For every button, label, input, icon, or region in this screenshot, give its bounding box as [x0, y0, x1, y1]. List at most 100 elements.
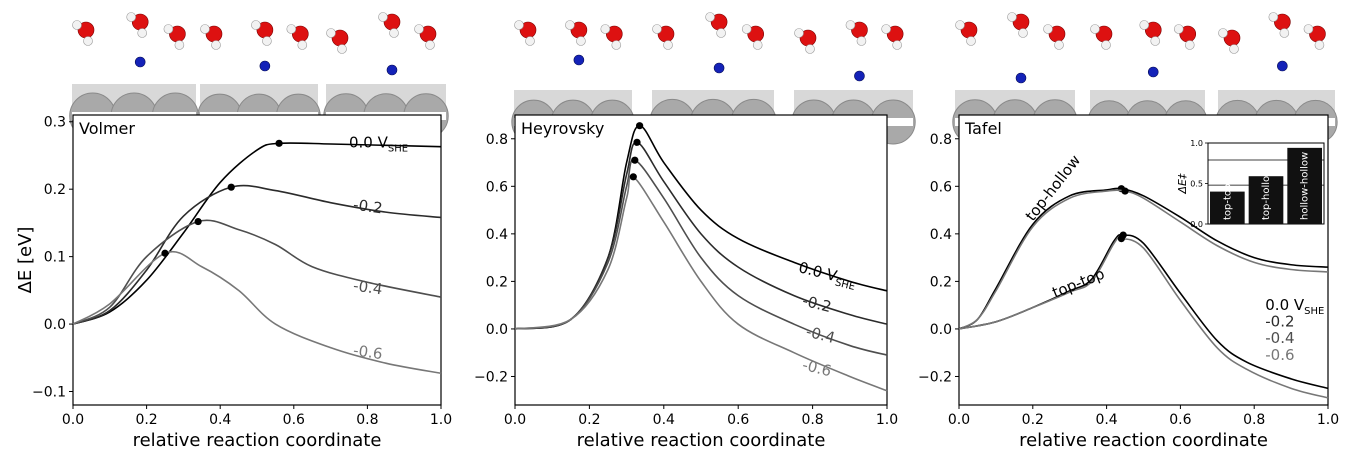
hydrogen-atom: [652, 24, 662, 34]
adsorbed-hydrogen-atom: [1147, 66, 1159, 78]
hydrogen-atom: [525, 36, 535, 46]
x-tick-label: 0.4: [1095, 412, 1117, 428]
panel-tafel: 0.0 0.2 0.4 0.6 0.8 1.0 −0.2 0.0 0.2 0.4 0.6 0.8 rel…: [918, 114, 1339, 451]
x-tick-label: 0.4: [209, 412, 231, 428]
transition-state-point: [636, 122, 644, 130]
transition-state-point: [161, 249, 169, 257]
water-molecule: [955, 20, 978, 46]
x-tick-label: 0.2: [135, 412, 157, 428]
inset-bar: [1210, 191, 1245, 224]
y-tick-label: 0.0: [44, 317, 66, 333]
transition-state-point: [194, 217, 202, 226]
water-molecule: [514, 20, 537, 46]
hydrogen-atom: [211, 40, 221, 50]
hydrogen-atom: [1229, 44, 1239, 54]
transition-state-point: [631, 156, 639, 164]
water-molecule: [1139, 20, 1162, 46]
water-molecule: [705, 12, 728, 38]
hydrogen-atom: [881, 24, 891, 34]
adsorbed-hydrogen-atom: [1015, 72, 1027, 84]
hydrogen-atom: [705, 12, 715, 22]
series-label: -0.2: [352, 196, 384, 218]
hydrogen-atom: [1303, 24, 1314, 34]
hydrogen-atom: [600, 24, 611, 34]
water-molecule: [200, 24, 223, 50]
hydrogen-atom: [1184, 40, 1195, 50]
y-tick-label: 0.3: [44, 115, 66, 131]
hydrogen-atom: [752, 40, 763, 50]
y-tick-label: 0.6: [930, 179, 952, 195]
y-tick-label: 0.2: [930, 274, 952, 290]
adsorbed-hydrogen-atom: [1277, 60, 1288, 72]
transition-state-point: [1121, 187, 1129, 195]
water-molecule: [72, 20, 95, 46]
hydrogen-atom: [174, 40, 185, 50]
transition-state-point: [629, 173, 637, 181]
hydrogen-atom: [83, 36, 93, 46]
potential-label: -0.4: [1265, 329, 1294, 347]
inset-y-tick-label: 0.0: [1190, 220, 1203, 229]
hydrogen-atom: [794, 28, 804, 38]
y-tick-label: 0.0: [930, 322, 952, 338]
hydrogen-atom: [1054, 40, 1064, 50]
water-molecule: [326, 28, 349, 54]
water-molecule: [378, 12, 401, 38]
water-molecule: [741, 24, 765, 50]
reaction-energy-panels: 0.0 0.2 0.4 0.6 0.8 1.0 −0.1 0.0 0.1 0.2 0.3 relati…: [15, 114, 1339, 451]
hydrogen-atom: [126, 12, 136, 22]
series-label: 0.0 VSHE: [349, 133, 408, 154]
hydrogen-atom: [163, 24, 174, 34]
hydrogen-atom: [1018, 28, 1028, 38]
hydrogen-atom: [286, 24, 297, 34]
hydrogen-atom: [326, 28, 336, 38]
y-tick-label: 0.0: [486, 322, 508, 338]
hydrogen-atom: [845, 20, 856, 30]
hydrogen-atom: [378, 12, 388, 22]
adsorbed-hydrogen-atom: [573, 54, 585, 66]
hydrogen-atom: [251, 20, 261, 30]
y-tick-label: 0.6: [486, 179, 508, 195]
x-tick-label: 0.6: [1169, 412, 1191, 428]
y-tick-label: 0.2: [486, 274, 508, 290]
y-tick-label: 0.8: [486, 132, 508, 148]
hydrogen-atom: [1007, 12, 1017, 22]
y-tick-label: 0.2: [44, 182, 66, 198]
x-tick-label: 0.8: [1243, 412, 1265, 428]
hydrogen-atom: [966, 36, 976, 46]
water-molecule: [1007, 12, 1030, 38]
x-tick-label: 0.6: [283, 412, 305, 428]
hydrogen-atom: [1279, 28, 1290, 38]
hydrogen-atom: [1314, 40, 1325, 50]
hydrogen-atom: [297, 40, 308, 50]
hydrogen-atom: [1090, 24, 1100, 34]
y-tick-label: 0.8: [930, 132, 952, 148]
inset-y-axis-label: ΔE‡: [1176, 173, 1189, 194]
series-line-series-2: [514, 159, 888, 356]
inset-bar: [1287, 147, 1322, 224]
water-molecule: [163, 24, 186, 50]
hydrogen-atom: [414, 24, 424, 34]
hydrogen-atom: [425, 40, 435, 50]
transition-state-point: [227, 183, 235, 191]
panel-title: Tafel: [964, 119, 1002, 138]
hydrogen-atom: [663, 40, 673, 50]
hydrogen-atom: [1139, 20, 1150, 30]
water-molecule: [286, 24, 309, 50]
x-tick-label: 0.2: [578, 412, 600, 428]
hydrogen-atom: [1218, 28, 1228, 38]
x-tick-label: 0.0: [504, 412, 526, 428]
adsorbed-hydrogen-atom: [713, 62, 725, 74]
hydrogen-atom: [955, 20, 965, 30]
y-tick-label: −0.2: [474, 369, 508, 385]
hydrogen-atom: [1043, 24, 1053, 34]
water-molecule: [1268, 12, 1291, 38]
x-tick-label: 1.0: [876, 412, 898, 428]
water-molecule: [881, 24, 904, 50]
adsorbed-hydrogen-atom: [134, 56, 146, 68]
transition-state-point: [633, 138, 641, 146]
transition-state-point: [1117, 235, 1125, 243]
hydrogen-atom: [892, 40, 902, 50]
x-tick-label: 1.0: [430, 412, 452, 428]
water-molecule: [126, 12, 149, 38]
hydrogen-atom: [389, 28, 399, 38]
